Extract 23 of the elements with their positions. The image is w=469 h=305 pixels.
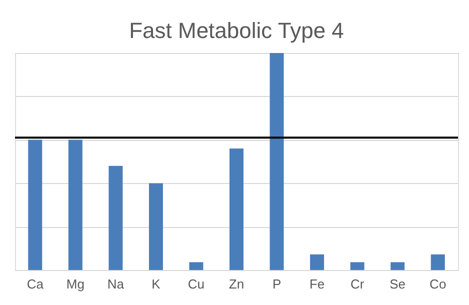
bar [148, 183, 163, 270]
chart-title: Fast Metabolic Type 4 [129, 18, 344, 43]
bar [310, 254, 324, 270]
bar [230, 148, 244, 270]
x-tick-label: Mg [66, 276, 84, 292]
bar [270, 53, 284, 270]
x-tick-label: P [272, 276, 282, 292]
bar [390, 262, 405, 270]
x-tick-label: Co [430, 276, 446, 292]
bar [68, 140, 82, 270]
x-tick-label: Ca [26, 276, 44, 292]
x-tick-label: Na [107, 276, 125, 292]
x-tick-label: Zn [228, 276, 244, 292]
x-tick-label: Fe [309, 276, 325, 292]
bar [108, 166, 123, 270]
bar [430, 254, 445, 270]
x-tick-label: Se [390, 276, 406, 292]
bar [189, 262, 204, 270]
bar [28, 140, 42, 270]
x-tick-label: Cu [188, 276, 205, 292]
x-tick-label: K [152, 276, 161, 292]
x-tick-label: Cr [350, 276, 365, 292]
bar [350, 262, 364, 270]
